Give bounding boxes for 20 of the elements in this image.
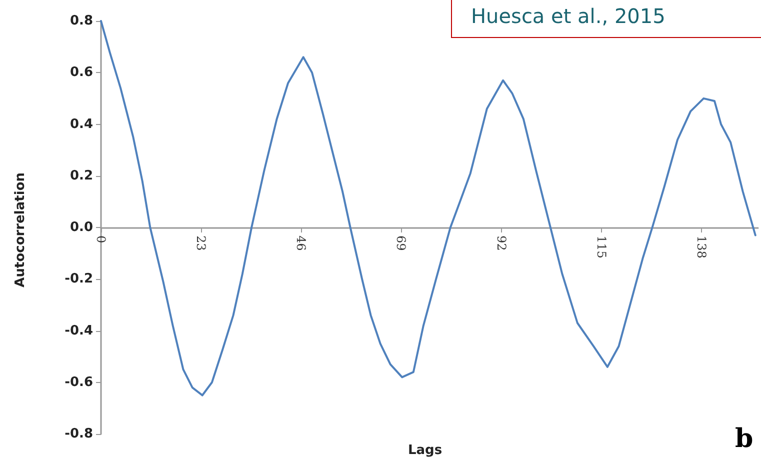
y-tick-label: 0.0 — [70, 220, 93, 235]
y-tick-label: 0.6 — [70, 65, 93, 80]
y-tick-label: -0.4 — [64, 323, 93, 338]
x-tick-label: 46 — [294, 236, 308, 251]
annotation: Huesca et al., 2015 — [471, 4, 666, 28]
y-tick-label: -0.2 — [64, 272, 93, 287]
x-tick-label: 138 — [694, 236, 708, 258]
x-tick-label: 0 — [94, 236, 108, 244]
x-axis-title: Lags — [408, 443, 442, 458]
y-tick-label: 0.8 — [70, 14, 93, 28]
x-tick-label: 92 — [494, 236, 508, 251]
x-tick-label: 23 — [194, 236, 208, 251]
x-tick-label: 69 — [394, 236, 408, 251]
y-tick-label: 0.4 — [70, 116, 93, 132]
x-tick-label: 115 — [594, 236, 608, 258]
y-tick-label: -0.8 — [64, 426, 93, 442]
y-axis-title: Autocorrelation — [13, 172, 28, 288]
y-tick-label: -0.6 — [64, 374, 93, 390]
annotation: b — [735, 424, 754, 454]
y-tick-label: 0.2 — [70, 168, 93, 184]
